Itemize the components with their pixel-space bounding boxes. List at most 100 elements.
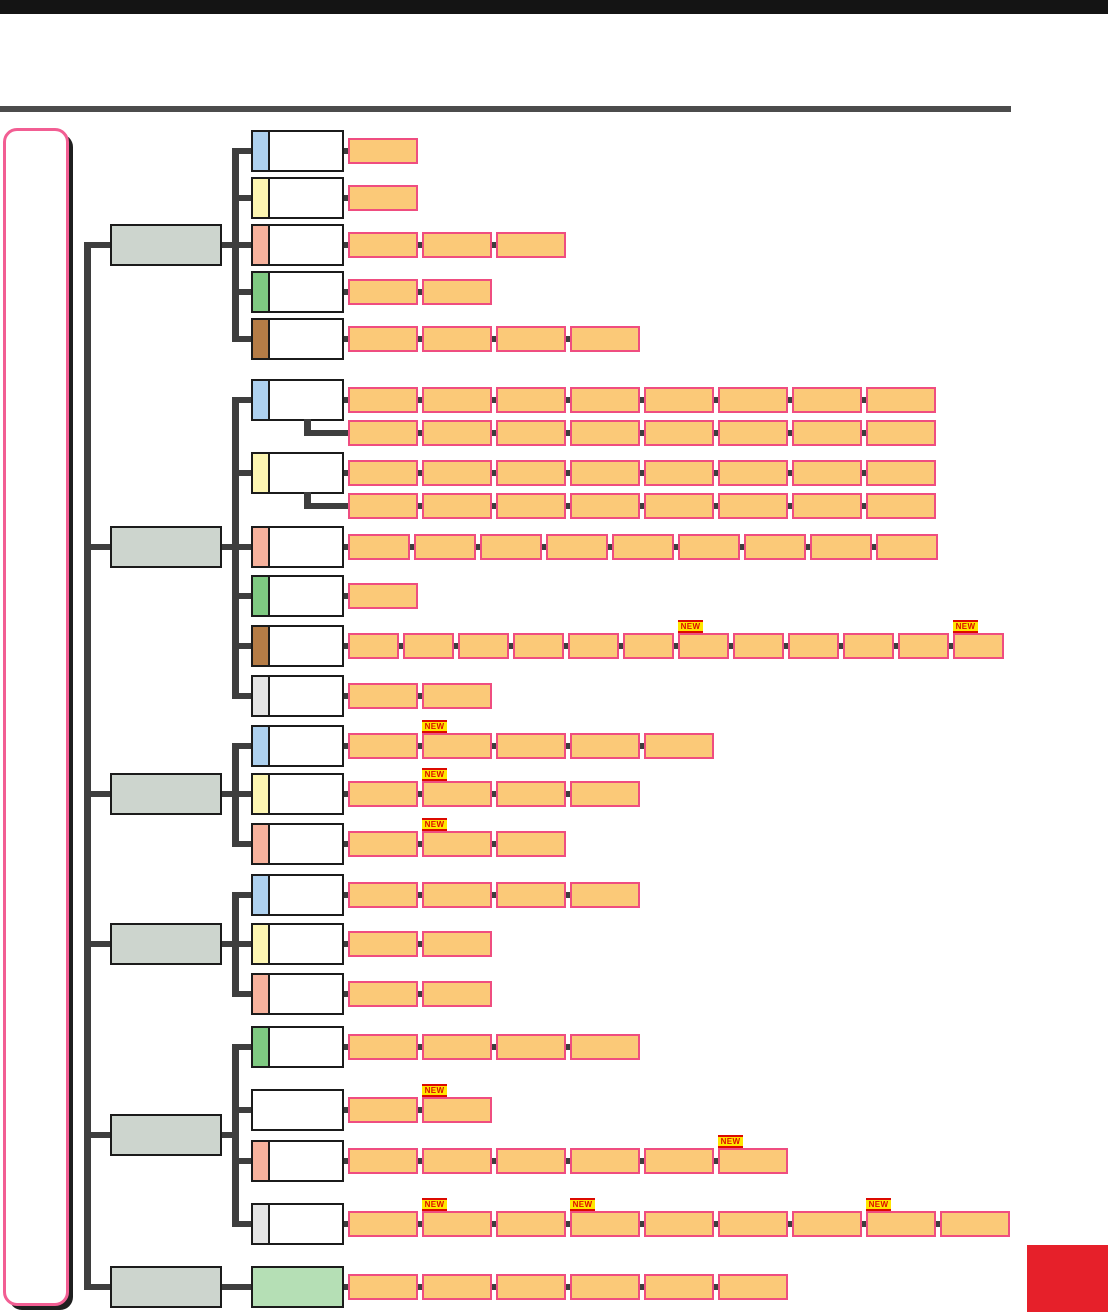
product-box <box>348 185 418 211</box>
trunk-branch-connector <box>84 1284 110 1290</box>
gray-category-tab <box>251 1203 270 1245</box>
product-box <box>570 1034 640 1060</box>
product-box <box>422 420 492 446</box>
product-box <box>496 1274 566 1300</box>
trunk-branch-connector <box>84 242 110 248</box>
new-badge: NEW <box>422 818 447 831</box>
category-box <box>110 526 222 568</box>
product-box <box>570 420 640 446</box>
product-box <box>718 387 788 413</box>
product-box <box>792 420 862 446</box>
gray-category-tab <box>251 675 270 717</box>
product-box <box>422 460 492 486</box>
row-branch-connector <box>232 1221 251 1227</box>
product-box <box>348 633 399 659</box>
row-branch-connector <box>232 148 251 154</box>
green-category-tab <box>251 271 270 313</box>
product-box <box>403 633 454 659</box>
product-box <box>866 387 936 413</box>
row-branch-connector <box>232 1044 251 1050</box>
product-box <box>718 1211 788 1237</box>
product-box <box>513 633 564 659</box>
product-box <box>496 1211 566 1237</box>
blue-category-tab <box>251 130 270 172</box>
product-box <box>422 326 492 352</box>
product-box <box>496 387 566 413</box>
product-box <box>810 534 872 560</box>
new-badge: NEW <box>718 1135 743 1148</box>
category-branch-connector <box>222 791 239 797</box>
trunk-branch-connector <box>84 791 110 797</box>
product-box <box>496 1148 566 1174</box>
red-corner-block <box>1027 1245 1108 1312</box>
new-badge: NEW <box>570 1198 595 1211</box>
new-badge: NEW <box>422 720 447 733</box>
product-box <box>348 138 418 164</box>
new-badge: NEW <box>866 1198 891 1211</box>
elbow-connector <box>304 419 311 436</box>
product-box <box>718 1274 788 1300</box>
yellow-category-tab <box>251 177 270 219</box>
product-box <box>496 831 566 857</box>
product-box <box>898 633 949 659</box>
product-box <box>348 1097 418 1123</box>
elbow-connector <box>304 492 311 509</box>
blue-category-tab <box>251 379 270 421</box>
product-box <box>422 1034 492 1060</box>
category-box <box>110 923 222 965</box>
yellow-category-tab <box>251 773 270 815</box>
product-box <box>348 387 418 413</box>
product-box <box>422 931 492 957</box>
product-box <box>422 493 492 519</box>
product-box <box>348 1274 418 1300</box>
row-branch-connector <box>232 991 251 997</box>
row-branch-connector <box>232 397 251 403</box>
product-box <box>623 633 674 659</box>
product-box <box>496 882 566 908</box>
green-category-tab <box>251 575 270 617</box>
product-box <box>792 460 862 486</box>
product-box <box>348 279 418 305</box>
product-box <box>953 633 1004 659</box>
product-box <box>414 534 476 560</box>
product-box <box>644 733 714 759</box>
product-box <box>644 1148 714 1174</box>
product-box <box>422 733 492 759</box>
new-badge: NEW <box>422 768 447 781</box>
product-box <box>348 733 418 759</box>
trunk-branch-connector <box>84 544 110 550</box>
product-box <box>348 232 418 258</box>
header-rule <box>0 106 1011 112</box>
blue-category-tab <box>251 725 270 767</box>
product-box <box>866 1211 936 1237</box>
product-box <box>496 493 566 519</box>
product-box <box>496 232 566 258</box>
product-box <box>718 1148 788 1174</box>
top-bar <box>0 0 1108 14</box>
product-box <box>422 781 492 807</box>
salmon-category-tab <box>251 823 270 865</box>
row-branch-connector <box>232 841 251 847</box>
category-box <box>110 224 222 266</box>
new-badge: NEW <box>422 1198 447 1211</box>
row-branch-connector <box>232 1107 251 1113</box>
product-box <box>496 326 566 352</box>
product-box <box>792 1211 862 1237</box>
product-box <box>788 633 839 659</box>
product-box <box>678 534 740 560</box>
product-box <box>422 882 492 908</box>
product-box <box>644 1211 714 1237</box>
salmon-category-tab <box>251 526 270 568</box>
product-box <box>348 1148 418 1174</box>
product-box <box>348 781 418 807</box>
category-branch-connector <box>222 242 239 248</box>
product-box <box>570 326 640 352</box>
row-branch-connector <box>232 693 251 699</box>
product-box <box>348 831 418 857</box>
product-box <box>422 683 492 709</box>
category-branch-connector <box>222 941 239 947</box>
row-branch-connector <box>232 1158 251 1164</box>
product-box <box>940 1211 1010 1237</box>
product-box <box>570 493 640 519</box>
